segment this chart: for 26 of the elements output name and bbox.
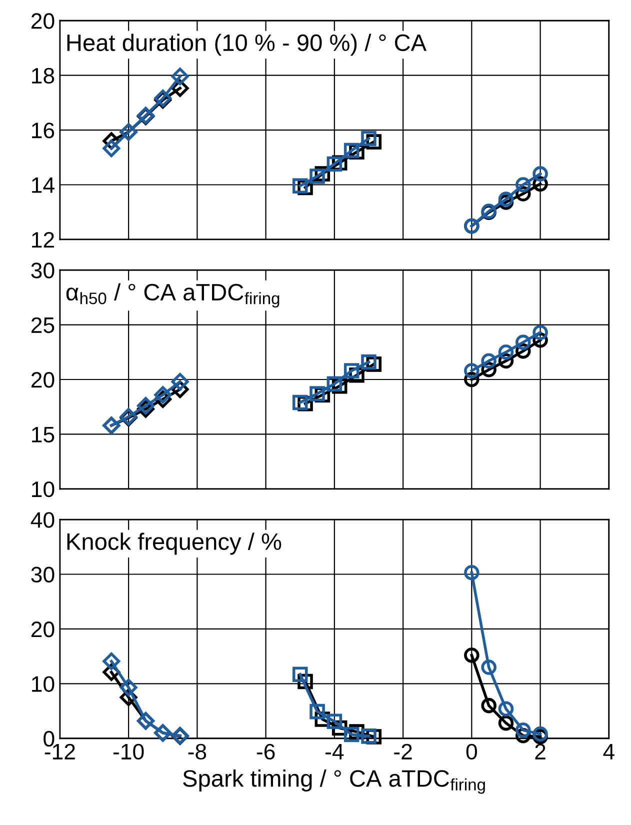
y-tick-label: 20 [31,372,54,388]
x-tick-label: -2 [394,744,412,760]
text: Heat duration (10 % - 90 %) / ° CA [67,34,427,56]
x-tick-label: 2 [535,744,546,760]
x-tick-label: -4 [326,744,344,760]
x-tick-label: 4 [603,744,614,760]
x-tick-label: -8 [188,744,206,760]
text: Knock frequency / % [67,532,282,555]
y-tick-label: 40 [30,512,54,528]
y-tick-label: 20 [31,621,54,638]
y-tick-label: 16 [32,122,54,138]
y-tick-label: 30 [31,262,54,278]
y-tick-label: 15 [32,426,54,442]
y-tick-label: 25 [31,317,54,334]
x-axis-title: Spark timing / ° CA aTDC$_{firing}$ [183,770,485,794]
y-tick-label: 20 [31,13,54,29]
y-tick-label: 30 [31,566,54,583]
y-tick-label: 14 [32,178,54,193]
x-tick-label: -10 [113,744,144,760]
x-tick-label: 0 [466,744,477,760]
y-tick-label: 10 [32,676,54,692]
y-tick-label: 18 [32,68,54,84]
y-tick-label: 10 [32,481,54,498]
x-tick-label: -6 [256,744,275,760]
text: α$_{h50}$ / ° CA aTDC$_{firing}$ [66,283,280,308]
y-tick-label: 12 [32,232,54,248]
